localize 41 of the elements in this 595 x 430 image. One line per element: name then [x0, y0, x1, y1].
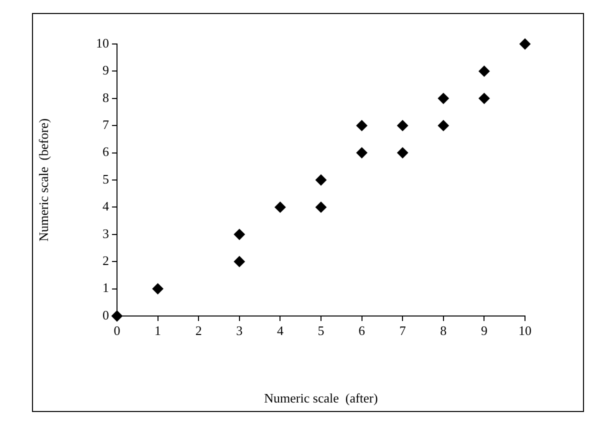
- point: [520, 38, 530, 50]
- x-tick-label: 3: [236, 323, 243, 338]
- y-tick-label: 8: [102, 90, 109, 105]
- y-tick-label: 1: [102, 280, 109, 296]
- point: [438, 92, 449, 104]
- y-tick-label: 3: [102, 226, 109, 241]
- point: [152, 283, 164, 294]
- point: [112, 310, 122, 322]
- y-tick-label: 0: [102, 307, 109, 322]
- y-tick-label: 2: [102, 253, 109, 268]
- x-tick-label: 10: [518, 323, 532, 338]
- x-tick-label: 4: [276, 323, 284, 338]
- point: [234, 228, 245, 240]
- x-tick-label: 2: [195, 323, 202, 338]
- point: [316, 202, 326, 213]
- point: [478, 92, 490, 104]
- point: [316, 174, 326, 186]
- point: [438, 120, 449, 132]
- point: [478, 66, 490, 77]
- y-tick-label: 5: [102, 171, 109, 186]
- y-tick-label: 6: [102, 144, 110, 160]
- x-tick-label: 1: [154, 323, 162, 338]
- x-tick-label: 8: [440, 323, 447, 338]
- x-tick-label: 0: [114, 323, 120, 338]
- x-tick-label: 9: [480, 323, 488, 338]
- point: [356, 120, 368, 132]
- x-tick-label: 6: [358, 323, 366, 338]
- y-tick-label: 10: [96, 35, 109, 50]
- point: [356, 147, 368, 158]
- x-tick-label: 5: [318, 323, 324, 338]
- y-tick-label: 4: [102, 198, 110, 214]
- y-tick-label: 9: [102, 62, 109, 78]
- point: [397, 147, 408, 158]
- point: [397, 120, 408, 132]
- x-tick-label: 7: [399, 323, 406, 338]
- y-tick-label: 7: [102, 117, 110, 132]
- point: [234, 256, 245, 268]
- chart-frame: Numeric scale (after) Numeric scale (before) 0 1 2 3 4 5 6 7 8 9 10 0 1 2 3 4 5 6 7 8 9 10: [32, 13, 584, 412]
- point: [274, 202, 286, 213]
- x-axis-title: Numeric scale (after): [264, 390, 378, 406]
- y-axis-title: Numeric scale (before): [36, 118, 52, 242]
